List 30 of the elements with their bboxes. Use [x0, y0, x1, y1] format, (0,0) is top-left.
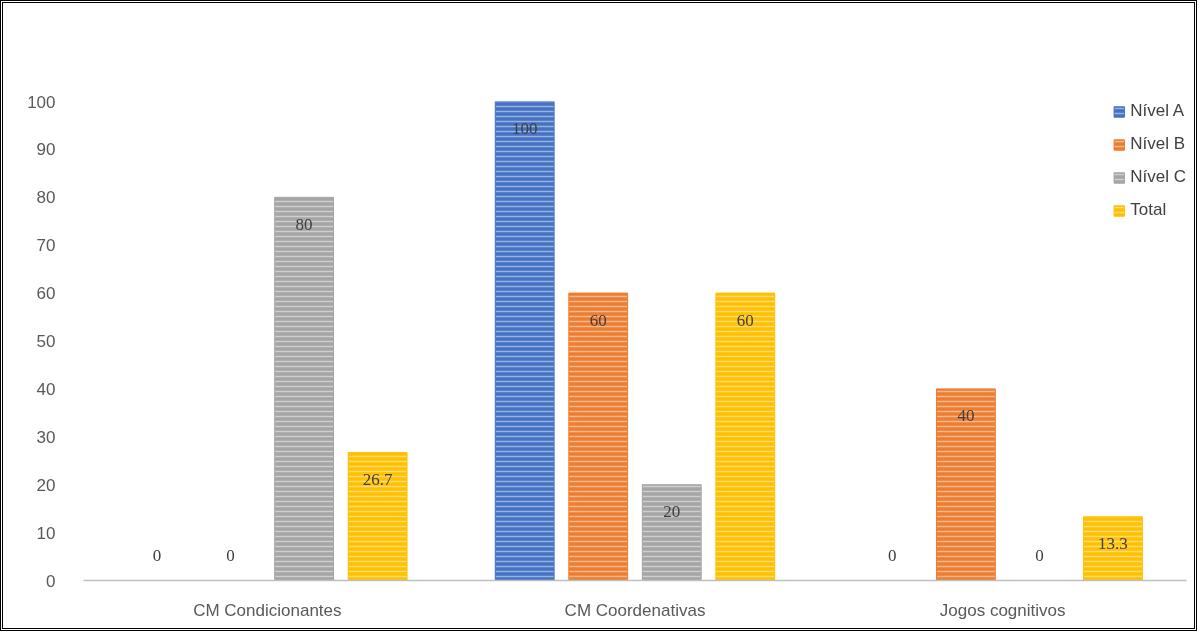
data-label: 0 — [888, 546, 897, 565]
data-label: 13.3 — [1098, 534, 1128, 554]
data-label: 0 — [1035, 546, 1044, 565]
data-label: 26.7 — [362, 470, 394, 490]
y-tick-label: 20 — [36, 475, 56, 495]
y-tick-label: 90 — [36, 140, 56, 160]
data-label: 0 — [152, 546, 162, 565]
data-label: 100 — [511, 119, 538, 138]
y-tick-label: 80 — [36, 188, 56, 208]
y-tick-label: 100 — [27, 92, 56, 112]
data-label: 20 — [663, 502, 681, 522]
y-tick-label: 50 — [36, 332, 56, 351]
y-tick-label: 60 — [36, 284, 56, 304]
data-label: 0 — [226, 546, 235, 565]
x-tick-label: CM Coordenativas — [564, 600, 706, 620]
x-tick-label: CM Condicionantes — [193, 600, 342, 620]
legend-label: Nível C — [1130, 167, 1186, 187]
data-label: 60 — [589, 310, 607, 330]
y-tick-label: 30 — [36, 427, 56, 447]
y-tick-label: 70 — [36, 236, 56, 256]
data-label: 60 — [736, 310, 754, 330]
legend-label: Total — [1130, 200, 1167, 220]
data-label: 40 — [957, 406, 975, 426]
data-label: 80 — [295, 214, 313, 234]
legend-label: Nível B — [1130, 134, 1186, 154]
y-tick-label: 0 — [46, 571, 56, 591]
x-tick-label: Jogos cognitivos — [939, 600, 1066, 620]
y-tick-label: 40 — [36, 379, 56, 399]
legend-label: Nível A — [1130, 101, 1185, 121]
y-tick-label: 10 — [36, 523, 56, 543]
